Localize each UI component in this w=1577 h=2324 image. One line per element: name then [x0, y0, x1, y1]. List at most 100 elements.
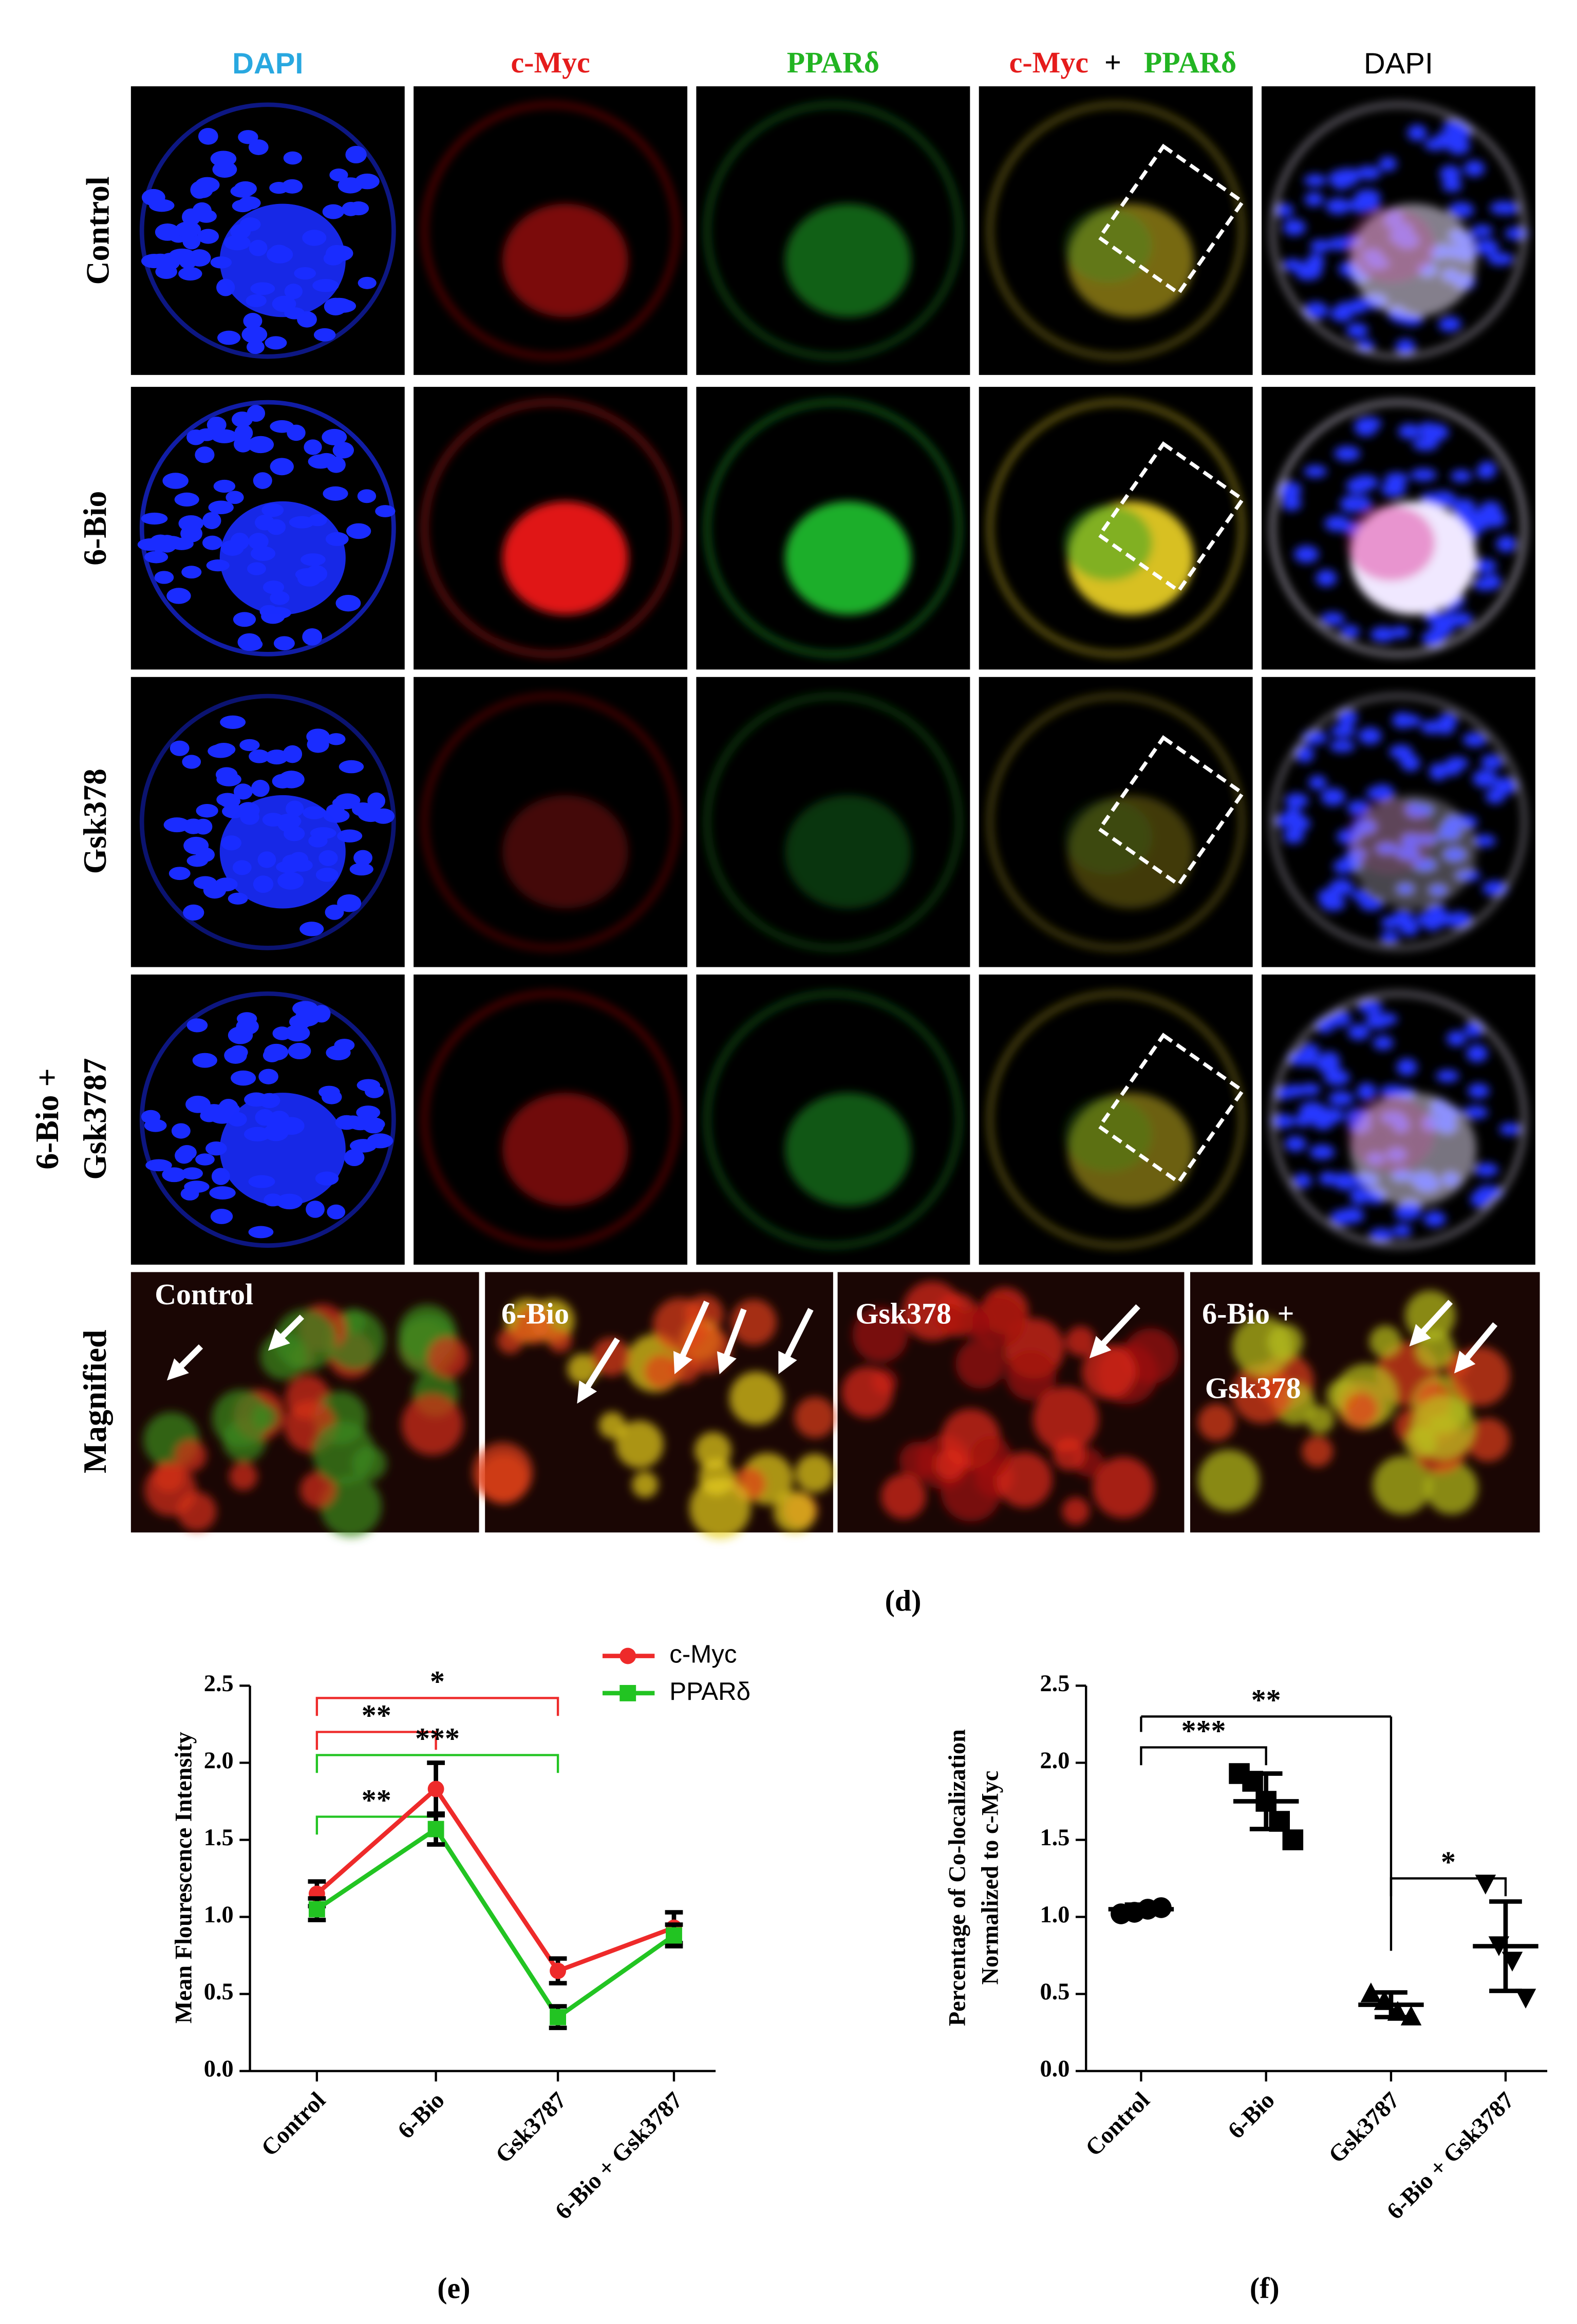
membrane	[705, 400, 962, 657]
point	[1282, 1829, 1304, 1850]
nucleus	[1442, 178, 1462, 192]
micrograph	[696, 677, 970, 967]
magnified-label: Gsk378	[1205, 1371, 1301, 1404]
membrane	[422, 991, 679, 1248]
nucleus	[1450, 124, 1472, 140]
nucleus	[1285, 793, 1309, 809]
nucleus	[1306, 253, 1325, 270]
micrograph	[979, 86, 1253, 375]
y-tick-label: 0.0	[1040, 2056, 1069, 2082]
nucleus	[358, 276, 377, 289]
nucleus	[1358, 727, 1382, 745]
blob	[1466, 1418, 1510, 1462]
nucleus	[1340, 625, 1360, 639]
nucleus	[1357, 1082, 1377, 1101]
nucleus	[284, 1024, 310, 1042]
nucleus	[180, 1187, 199, 1201]
nucleus	[1413, 437, 1439, 451]
membrane	[139, 694, 396, 950]
nucleus	[202, 512, 221, 530]
column-header: +	[1104, 46, 1121, 79]
membrane	[1270, 102, 1527, 359]
blob	[153, 1461, 184, 1493]
cells	[422, 694, 679, 950]
blob	[615, 1420, 664, 1469]
nucleus	[243, 313, 262, 329]
blob	[1344, 1392, 1378, 1426]
cells	[705, 991, 962, 1248]
nucleus	[329, 168, 348, 182]
y-tick-label: 2.0	[1040, 1748, 1069, 1774]
nucleus	[1466, 1044, 1488, 1062]
nucleus	[193, 876, 217, 889]
x-tick-label: Gsk3787	[1324, 2087, 1405, 2168]
signal	[219, 203, 346, 317]
point	[1360, 1982, 1382, 2002]
column-header: DAPI	[232, 47, 303, 80]
nucleus	[1485, 789, 1505, 804]
blob	[841, 1366, 893, 1418]
signal	[502, 203, 629, 317]
legend-label: c-Myc	[669, 1640, 737, 1669]
roi-box	[1097, 143, 1246, 296]
nucleus	[1333, 1172, 1357, 1190]
nucleus	[1398, 424, 1421, 439]
row-label: 6-Bio +	[29, 1068, 65, 1169]
point	[427, 1821, 444, 1838]
significance-bracket	[315, 1754, 559, 1773]
x-tick-label: 6-Bio + Gsk3787	[550, 2087, 688, 2225]
nucleus	[1346, 323, 1368, 339]
nucleus	[1451, 612, 1473, 627]
nucleus	[1277, 481, 1302, 499]
blob	[1065, 1326, 1096, 1356]
nucleus	[231, 1070, 256, 1086]
nucleus	[240, 638, 263, 651]
nucleus	[144, 551, 168, 564]
nucleus	[1473, 511, 1495, 524]
y-tick-label: 2.5	[1040, 1671, 1069, 1697]
nucleus	[1316, 1059, 1340, 1073]
blob	[351, 1446, 387, 1481]
nucleus	[1351, 496, 1372, 512]
nucleus	[198, 127, 218, 145]
nucleus	[273, 636, 295, 651]
nucleus	[1351, 475, 1379, 490]
nucleus	[197, 229, 219, 244]
nucleus	[1451, 498, 1476, 514]
nucleus	[178, 267, 202, 281]
blob	[997, 1452, 1053, 1508]
blob	[1306, 1405, 1335, 1434]
nucleus	[1356, 165, 1381, 180]
nucleus	[1328, 1091, 1354, 1106]
nucleus	[324, 297, 347, 315]
y-tick-label: 0.0	[204, 2056, 234, 2082]
nucleus	[1447, 1030, 1467, 1046]
nucleus	[1284, 1136, 1307, 1152]
nucleus	[1355, 189, 1381, 204]
nucleus	[1359, 896, 1384, 911]
nucleus	[234, 424, 253, 442]
nucleus	[1380, 931, 1400, 944]
nucleus	[349, 863, 373, 876]
micrograph	[414, 387, 688, 670]
nucleus	[335, 793, 361, 808]
nucleus	[166, 588, 191, 604]
column-header: c-Myc	[1009, 46, 1088, 79]
y-tick-label: 1.5	[204, 1825, 234, 1851]
nucleus	[168, 867, 191, 880]
nucleus	[327, 733, 346, 745]
blob	[1425, 1461, 1478, 1514]
nucleus	[1438, 316, 1461, 332]
nucleus	[337, 177, 363, 194]
membrane	[422, 102, 679, 359]
blob	[1197, 1403, 1235, 1441]
point	[1400, 2006, 1422, 2026]
nucleus	[1420, 492, 1440, 505]
blob	[934, 1449, 965, 1480]
nucleus	[183, 836, 209, 855]
nucleus	[180, 524, 203, 542]
row-label: 6-Bio	[77, 491, 113, 566]
point	[1475, 1875, 1496, 1895]
blob	[1369, 1325, 1401, 1358]
nucleus	[335, 594, 361, 612]
